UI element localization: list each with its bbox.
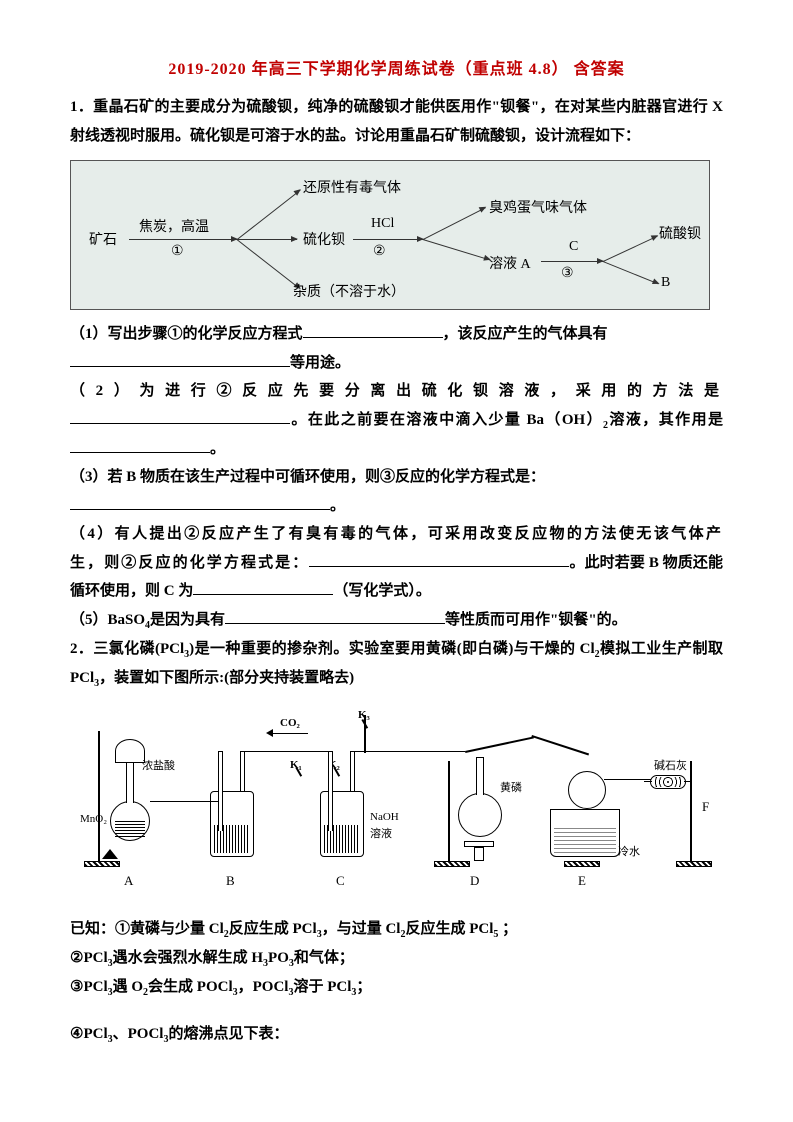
blank — [309, 552, 569, 567]
q1-sub5: （5）BaSO4是因为具有等性质而可用作"钡餐"的。 — [70, 606, 723, 635]
node-jiaotan: 焦炭，高温 — [139, 216, 209, 236]
blank — [193, 580, 333, 595]
lbl-co2: CO₂ — [280, 717, 300, 729]
q1-sub1: （1）写出步骤①的化学反应方程式，该反应产生的气体具有 等用途。 — [70, 320, 723, 377]
lbl-b: B — [226, 873, 235, 889]
node-huanyuan: 还原性有毒气体 — [303, 177, 401, 197]
q2-intro: 2．三氯化磷(PCl3)是一种重要的掺杂剂。实验室要用黄磷(即白磷)与干燥的 C… — [70, 635, 723, 693]
node-c: C — [569, 239, 578, 255]
node-step2: ② — [373, 243, 386, 260]
q2-known-a: 已知：①黄磷与少量 Cl2反应生成 PCl3，与过量 Cl2反应生成 PCl5 … — [70, 915, 723, 944]
blank — [70, 438, 210, 453]
blank — [70, 352, 290, 367]
node-hcl: HCl — [371, 216, 394, 232]
q2-apparatus-diagram: 浓盐酸 MnO₂ A B CO₂ K₁ K₂ K₃ NaOH 溶液 C 黄磷 D… — [70, 701, 710, 901]
node-baso4: 硫酸钡 — [659, 223, 701, 243]
lbl-c: C — [336, 873, 345, 889]
blank — [225, 609, 445, 624]
node-liuhua: 硫化钡 — [303, 229, 345, 249]
q1-sub3: （3）若 B 物质在该生产过程中可循环使用，则③反应的化学方程式是：。 — [70, 463, 723, 520]
lbl-huanglin: 黄磷 — [500, 779, 522, 795]
q2-known-c: ③PCl3遇 O2会生成 POCl3，POCl3溶于 PCl3； — [70, 973, 723, 1002]
lbl-jianshihui: 碱石灰 — [654, 757, 687, 773]
lbl-rongye: 溶液 — [370, 825, 392, 841]
q1-sub2: （2）为进行②反应先要分离出硫化钡溶液，采用的方法是。在此之前要在溶液中滴入少量… — [70, 377, 723, 463]
lbl-naoh: NaOH — [370, 811, 399, 823]
node-rongye: 溶液 A — [489, 253, 531, 273]
lbl-d: D — [470, 873, 479, 889]
page-title: 2019-2020 年高三下学期化学周练试卷（重点班 4.8） 含答案 — [70, 55, 723, 79]
blank — [303, 323, 443, 338]
q1-intro: 1．重晶石矿的主要成分为硫酸钡，纯净的硫酸钡才能供医用作"钡餐"，在对某些内脏器… — [70, 93, 723, 150]
q2-known-b: ②PCl3遇水会强烈水解生成 H3PO3和气体； — [70, 944, 723, 973]
q1-sub4: （4）有人提出②反应产生了有臭有毒的气体，可采用改变反应物的方法使无该气体产生，… — [70, 520, 723, 606]
lbl-f: F — [702, 799, 709, 815]
node-zazhi: 杂质（不溶于水） — [293, 281, 405, 301]
lbl-a: A — [124, 873, 133, 889]
blank — [70, 495, 330, 510]
node-step3: ③ — [561, 265, 574, 282]
lbl-nongyansuan: 浓盐酸 — [142, 757, 175, 773]
lbl-e: E — [578, 873, 586, 889]
lbl-mno2: MnO₂ — [80, 813, 107, 825]
node-chouji: 臭鸡蛋气味气体 — [489, 197, 587, 217]
lbl-lengshui: 冷水 — [618, 843, 640, 859]
q1-flow-diagram: 矿石 焦炭，高温 ① 还原性有毒气体 硫化钡 杂质（不溶于水） HCl ② 臭鸡… — [70, 160, 710, 310]
node-b: B — [661, 275, 670, 291]
q2-known-d: ④PCl3、POCl3的熔沸点见下表： — [70, 1020, 723, 1049]
node-step1: ① — [171, 243, 184, 260]
blank — [70, 409, 290, 424]
node-kuangshi: 矿石 — [89, 229, 117, 249]
